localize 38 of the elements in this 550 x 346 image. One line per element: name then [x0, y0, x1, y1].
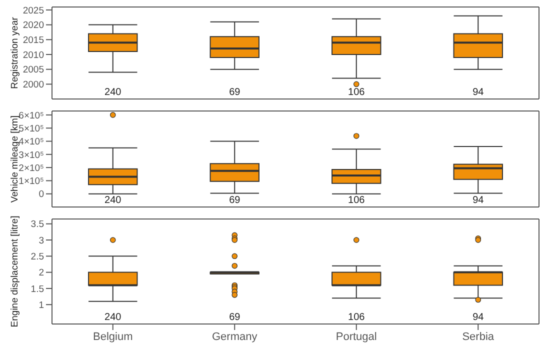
- y-axis-title: Engine displacement [litre]: [9, 216, 20, 328]
- y-tick-label: 2.5: [30, 252, 44, 263]
- annotation: 69: [229, 87, 241, 98]
- y-tick-label: 2: [38, 268, 44, 279]
- y-tick-label: 1×10⁵: [18, 176, 44, 188]
- annotation: 94: [472, 312, 484, 323]
- y-axis-title: Vehicle mileage [km]: [9, 115, 20, 203]
- y-tick-label: 2020: [22, 20, 44, 32]
- y-tick-label: 1.5: [30, 284, 44, 295]
- y-tick-label: 5×10⁵: [18, 123, 44, 134]
- annotation: 69: [229, 195, 241, 206]
- annotation: 240: [104, 312, 122, 323]
- y-tick-label: 2000: [22, 80, 44, 91]
- y-tick-label: 0: [38, 189, 44, 200]
- annotation: 94: [472, 87, 484, 98]
- x-tick-label: Germany: [212, 330, 258, 343]
- x-tick-label: Serbia: [462, 330, 495, 343]
- x-tick-label: Belgium: [93, 330, 133, 343]
- y-tick-label: 2010: [22, 50, 44, 61]
- y-tick-label: 2005: [22, 64, 44, 76]
- y-tick-label: 3: [38, 235, 44, 246]
- x-tick-label: Portugal: [336, 330, 377, 343]
- y-axis-title: Registration year: [9, 17, 20, 89]
- y-tick-label: 2025: [22, 5, 44, 16]
- y-tick-label: 3.5: [30, 219, 44, 230]
- y-tick-label: 3×10⁵: [18, 150, 44, 161]
- y-tick-label: 4×10⁵: [18, 136, 44, 148]
- annotation: 106: [348, 87, 366, 98]
- y-tick-label: 2×10⁵: [18, 162, 44, 174]
- annotation: 106: [348, 195, 366, 206]
- annotation: 106: [348, 312, 366, 323]
- annotation: 240: [104, 87, 122, 98]
- y-tick-label: 2015: [22, 35, 44, 46]
- y-tick-label: 1: [38, 300, 44, 311]
- y-tick-label: 6×10⁵: [18, 110, 44, 122]
- annotation: 94: [472, 195, 484, 206]
- annotation: 240: [104, 195, 122, 206]
- annotation: 69: [229, 312, 241, 323]
